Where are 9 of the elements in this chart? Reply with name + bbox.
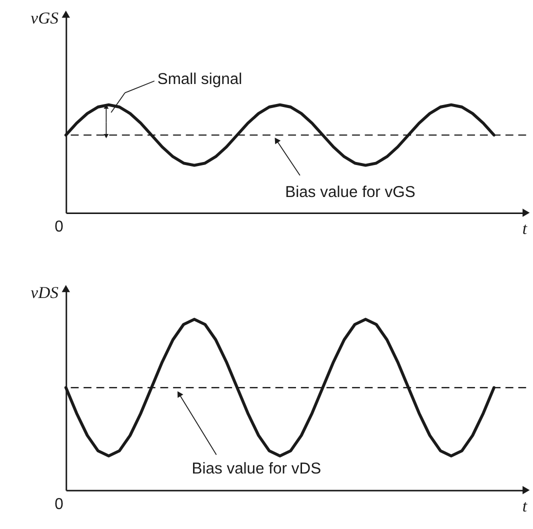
y-axis-title: vDS bbox=[30, 282, 60, 302]
ref-line-label: Bias value for vDS bbox=[192, 460, 322, 478]
text: 0 bbox=[54, 496, 64, 513]
text: Small signal bbox=[157, 70, 242, 88]
y-axis-title: vGS bbox=[30, 8, 60, 28]
legend-label: Bias value for vGS bbox=[285, 184, 416, 202]
x-axis-title: t bbox=[522, 496, 528, 516]
x-axis-title: t bbox=[522, 218, 528, 238]
text: 0 bbox=[54, 218, 64, 236]
